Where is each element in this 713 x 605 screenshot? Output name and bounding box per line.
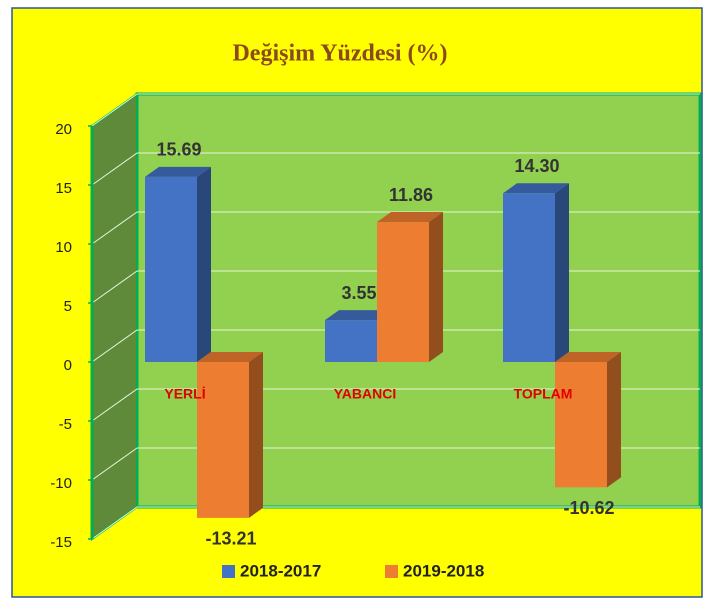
bar-top bbox=[555, 352, 621, 362]
data-label: 14.30 bbox=[514, 156, 559, 176]
side-grid-line bbox=[91, 447, 138, 481]
plot-area: -15 -10 -5 0 5 10 15 20 15.69 -13.21 YERLİ 3.55 11.8… bbox=[50, 92, 702, 551]
bar bbox=[145, 176, 197, 362]
data-label: -10.62 bbox=[563, 498, 614, 518]
bar bbox=[377, 222, 429, 362]
y-tick-label: -10 bbox=[50, 475, 72, 492]
x-tick-label: YERLİ bbox=[164, 386, 205, 402]
bar-side bbox=[197, 166, 211, 362]
bar-side bbox=[429, 212, 443, 362]
bar-top bbox=[145, 166, 211, 177]
side-grid-line bbox=[91, 506, 138, 540]
y-tick-label: 20 bbox=[55, 121, 72, 138]
bar-top bbox=[197, 352, 263, 362]
side-grid-line bbox=[91, 329, 138, 363]
data-label: 3.55 bbox=[341, 283, 376, 303]
side-grid-line bbox=[91, 211, 138, 245]
bar bbox=[325, 320, 377, 362]
side-grid-line bbox=[91, 388, 138, 422]
bar bbox=[555, 362, 607, 488]
bar-top bbox=[377, 212, 443, 223]
x-tick-label: TOPLAM bbox=[514, 386, 573, 402]
chart-title: Değişim Yüzdesi (%) bbox=[232, 41, 447, 67]
data-label: -13.21 bbox=[205, 529, 256, 549]
legend-label: 2018-2017 bbox=[240, 561, 321, 580]
x-tick-label: YABANCI bbox=[334, 386, 397, 402]
side-grid-line bbox=[91, 270, 138, 304]
bar bbox=[503, 193, 555, 362]
legend-swatch bbox=[385, 565, 398, 578]
data-label: 15.69 bbox=[156, 140, 201, 160]
legend-label: 2019-2018 bbox=[403, 561, 484, 580]
side-wall bbox=[91, 92, 138, 541]
bar-top bbox=[503, 183, 569, 194]
y-tick-label: -15 bbox=[50, 534, 72, 551]
bar bbox=[197, 362, 249, 518]
y-tick-label: 10 bbox=[55, 239, 72, 256]
data-label: 11.86 bbox=[389, 185, 433, 205]
y-tick-label: -5 bbox=[59, 416, 72, 433]
bar-side bbox=[555, 183, 569, 362]
bar-side bbox=[249, 352, 263, 518]
y-tick-label: 5 bbox=[64, 298, 72, 315]
side-grid-line bbox=[91, 152, 138, 186]
y-tick-label: 0 bbox=[64, 357, 72, 374]
legend-swatch bbox=[222, 565, 235, 578]
side-grid-line bbox=[91, 93, 138, 127]
y-tick-label: 15 bbox=[55, 180, 72, 197]
bar-top bbox=[325, 310, 391, 321]
bar-side bbox=[607, 352, 621, 488]
